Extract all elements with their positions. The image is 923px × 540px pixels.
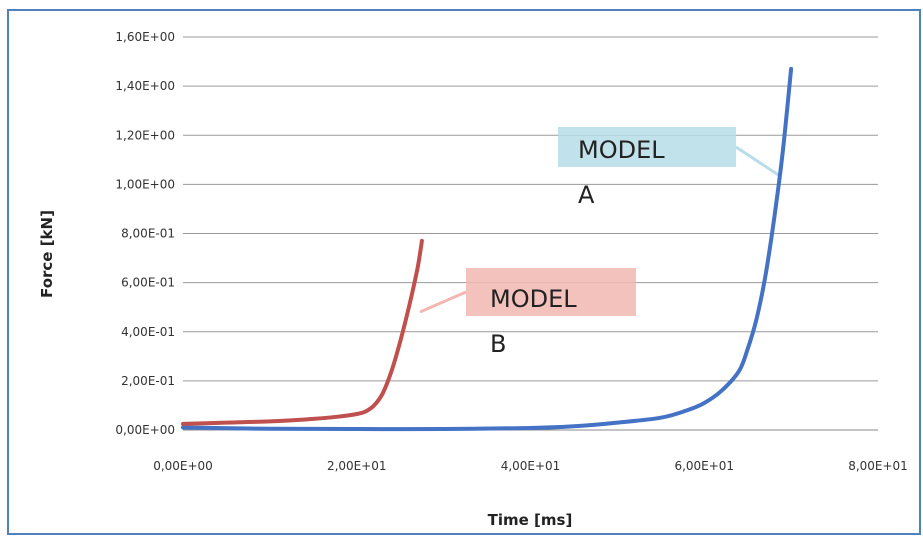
x-tick-label-1: 2,00E+01: [327, 459, 387, 473]
callout-arrow-0: [735, 145, 781, 178]
callout-label-1-line1: MODEL: [490, 285, 577, 313]
callout-label-0-line1: MODEL: [578, 136, 665, 164]
series-line-1: [181, 238, 424, 426]
callout-label-0-line2: A: [578, 181, 595, 209]
y-tick-label-5: 1,00E+00: [115, 177, 175, 191]
y-tick-label-3: 6,00E-01: [121, 276, 175, 290]
callout-label-1-line2: B: [490, 330, 506, 358]
y-tick-label-4: 8,00E-01: [121, 227, 175, 241]
x-tick-label-2: 4,00E+01: [501, 459, 561, 473]
x-axis-title: Time [ms]: [488, 511, 573, 529]
y-tick-label-2: 4,00E-01: [121, 325, 175, 339]
gridlines: [183, 36, 878, 382]
callout-arrow-1: [419, 290, 467, 314]
tick-labels: 0,00E+00 2,00E-01 4,00E-01 6,00E-01 8,00E-01…: [115, 30, 907, 473]
callouts: MODEL A MODEL B: [419, 127, 781, 358]
callout-box-0: [558, 127, 736, 167]
y-tick-label-0: 0,00E+00: [115, 423, 175, 437]
chart-border: [7, 9, 921, 535]
y-axis-title: Force [kN]: [38, 210, 56, 298]
y-tick-label-8: 1,60E+00: [115, 30, 175, 44]
callout-box-1: [466, 268, 636, 316]
x-tick-label-0: 0,00E+00: [153, 459, 213, 473]
y-tick-label-1: 2,00E-01: [121, 374, 175, 388]
series-lines: [181, 66, 794, 432]
y-tick-label-7: 1,40E+00: [115, 79, 175, 93]
callout-0: MODEL A: [558, 127, 781, 209]
x-tick-label-4: 8,00E+01: [848, 459, 908, 473]
series-line-0: [181, 66, 794, 432]
callout-1: MODEL B: [419, 268, 636, 358]
y-tick-label-6: 1,20E+00: [115, 128, 175, 142]
x-tick-label-3: 6,00E+01: [674, 459, 734, 473]
